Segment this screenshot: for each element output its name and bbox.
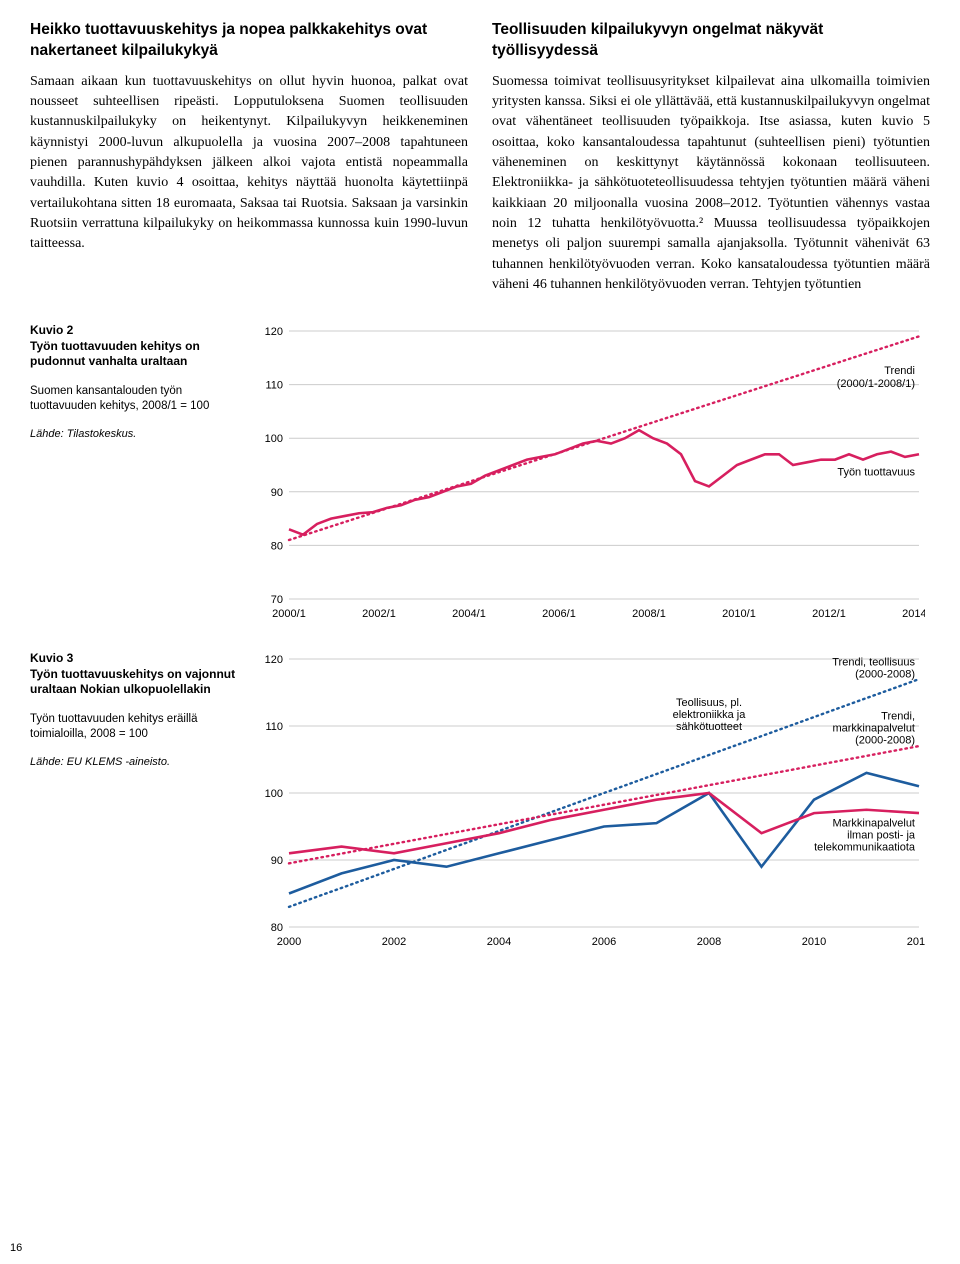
svg-text:(2000-2008): (2000-2008): [855, 734, 915, 746]
svg-text:110: 110: [265, 721, 283, 733]
kuvio-2-sub: Suomen kansantalouden työn tuottavuuden …: [30, 384, 243, 414]
svg-text:100: 100: [265, 433, 283, 445]
svg-text:elektroniikka ja: elektroniikka ja: [673, 709, 747, 721]
svg-text:2008/1: 2008/1: [632, 608, 666, 620]
svg-text:sähkötuotteet: sähkötuotteet: [676, 721, 742, 733]
svg-text:(2000-2008): (2000-2008): [855, 669, 915, 681]
page-number: 16: [10, 1242, 22, 1254]
svg-text:2012: 2012: [907, 936, 925, 948]
svg-text:Työn tuottavuus: Työn tuottavuus: [837, 467, 915, 479]
svg-text:2010: 2010: [802, 936, 826, 948]
svg-text:2002: 2002: [382, 936, 406, 948]
svg-text:Markkinapalvelut: Markkinapalvelut: [832, 818, 915, 830]
svg-text:2010/1: 2010/1: [722, 608, 756, 620]
kuvio-3-num: Kuvio 3: [30, 651, 73, 665]
svg-text:70: 70: [271, 594, 283, 606]
kuvio-2-source: Lähde: Tilastokeskus.: [30, 428, 243, 440]
right-body: Suomessa toimivat teollisuusyritykset ki…: [492, 72, 930, 295]
left-heading: Heikko tuottavuuskehitys ja nopea palkka…: [30, 20, 468, 62]
svg-text:ilman posti- ja: ilman posti- ja: [847, 830, 916, 842]
svg-text:Trendi,: Trendi,: [881, 710, 915, 722]
svg-text:Trendi: Trendi: [884, 365, 915, 377]
kuvio-3-chart: 80 90 100 110 120 2000 2002 2004 2006 2008 2010 201…: [255, 651, 930, 951]
svg-text:120: 120: [265, 326, 283, 338]
svg-text:2004: 2004: [487, 936, 511, 948]
svg-text:2008: 2008: [697, 936, 721, 948]
kuvio-3-title: Työn tuottavuuskehitys on vajonnut uralt…: [30, 667, 235, 697]
svg-text:2014/1: 2014/1: [902, 608, 925, 620]
right-column: Teollisuuden kilpailukyvyn ongelmat näky…: [492, 20, 930, 295]
svg-text:2012/1: 2012/1: [812, 608, 846, 620]
svg-text:2006: 2006: [592, 936, 616, 948]
svg-text:2006/1: 2006/1: [542, 608, 576, 620]
svg-text:2000/1: 2000/1: [272, 608, 306, 620]
svg-text:90: 90: [271, 487, 283, 499]
svg-text:2000: 2000: [277, 936, 301, 948]
kuvio-2-meta: Kuvio 2 Työn tuottavuuden kehitys on pud…: [30, 323, 255, 440]
text-columns: Heikko tuottavuuskehitys ja nopea palkka…: [30, 20, 930, 295]
kuvio-2-block: Kuvio 2 Työn tuottavuuden kehitys on pud…: [30, 323, 930, 623]
svg-text:100: 100: [265, 788, 283, 800]
svg-text:(2000/1-2008/1): (2000/1-2008/1): [837, 378, 915, 390]
svg-text:Trendi, teollisuus: Trendi, teollisuus: [832, 657, 915, 669]
left-body: Samaan aikaan kun tuottavuuskehitys on o…: [30, 72, 468, 255]
svg-text:90: 90: [271, 855, 283, 867]
svg-text:Teollisuus, pl.: Teollisuus, pl.: [676, 697, 742, 709]
kuvio-2-chart: 70 80 90 100 110 120 2000/1 2002/1 2004/1 2006/1 2…: [255, 323, 930, 623]
kuvio-3-sub: Työn tuottavuuden kehitys eräillä toimia…: [30, 712, 243, 742]
kuvio-2-title: Työn tuottavuuden kehitys on pudonnut va…: [30, 339, 200, 369]
svg-text:markkinapalvelut: markkinapalvelut: [832, 722, 915, 734]
svg-text:110: 110: [265, 380, 283, 392]
kuvio-3-source: Lähde: EU KLEMS -aineisto.: [30, 756, 243, 768]
svg-text:80: 80: [271, 922, 283, 934]
svg-text:120: 120: [265, 654, 283, 666]
kuvio-2-num: Kuvio 2: [30, 323, 73, 337]
kuvio-3-meta: Kuvio 3 Työn tuottavuuskehitys on vajonn…: [30, 651, 255, 768]
left-column: Heikko tuottavuuskehitys ja nopea palkka…: [30, 20, 468, 295]
svg-text:2002/1: 2002/1: [362, 608, 396, 620]
svg-text:2004/1: 2004/1: [452, 608, 486, 620]
right-heading: Teollisuuden kilpailukyvyn ongelmat näky…: [492, 20, 930, 62]
svg-text:80: 80: [271, 541, 283, 553]
kuvio-3-block: Kuvio 3 Työn tuottavuuskehitys on vajonn…: [30, 651, 930, 951]
svg-text:telekommunikaatiota: telekommunikaatiota: [814, 842, 916, 854]
